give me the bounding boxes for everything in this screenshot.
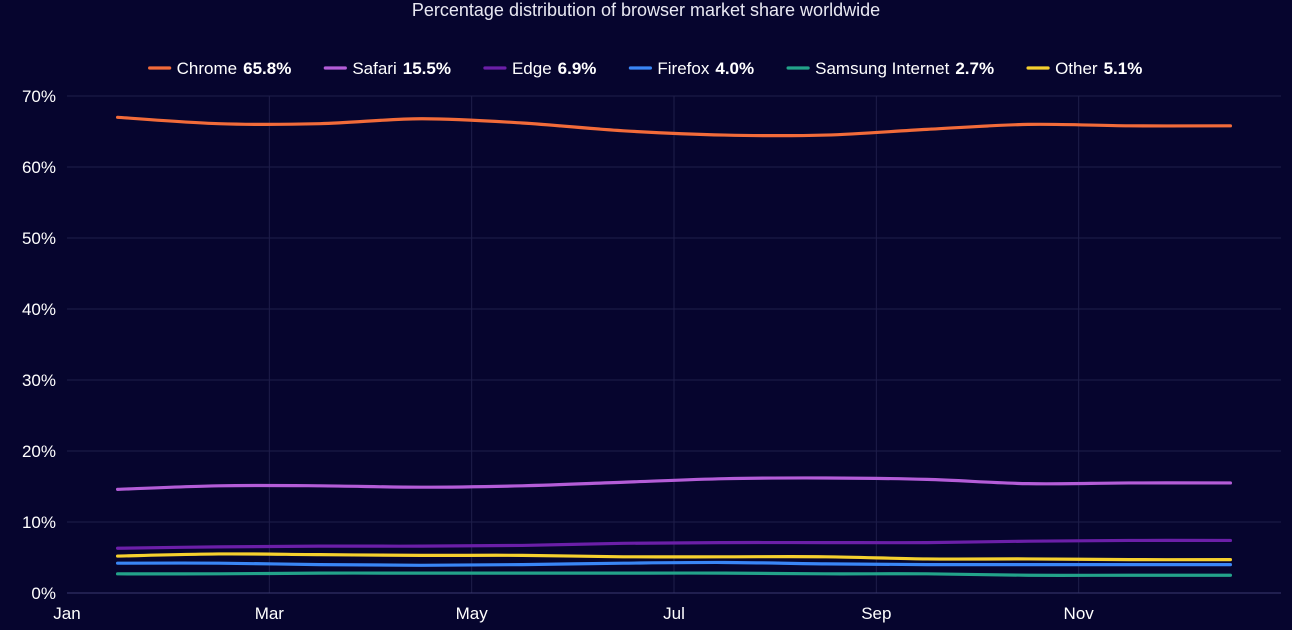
series-line-samsung-internet <box>115 571 1233 577</box>
y-tick-label: 30% <box>22 371 56 390</box>
legend-label: Other <box>1055 59 1098 78</box>
legend-label: Safari <box>352 59 396 78</box>
series-line-chrome <box>115 115 1233 138</box>
y-tick-label: 50% <box>22 229 56 248</box>
legend-value: 2.7% <box>955 59 994 78</box>
y-tick-label: 60% <box>22 158 56 177</box>
y-tick-label: 70% <box>22 87 56 106</box>
legend-value: 4.0% <box>715 59 754 78</box>
grid <box>67 95 1281 593</box>
x-tick-label: Sep <box>861 604 891 623</box>
legend-item-samsung-internet[interactable]: Samsung Internet 2.7% <box>786 59 994 78</box>
legend-item-chrome[interactable]: Chrome 65.8% <box>148 59 292 78</box>
legend-label: Edge <box>512 59 552 78</box>
legend-label: Firefox <box>657 59 709 78</box>
series-line-safari <box>115 476 1233 491</box>
legend-label: Samsung Internet <box>815 59 949 78</box>
legend-item-safari[interactable]: Safari 15.5% <box>323 59 451 78</box>
y-tick-label: 40% <box>22 300 56 319</box>
legend-label: Chrome <box>177 59 237 78</box>
series-line-other <box>115 552 1233 562</box>
legend-item-edge[interactable]: Edge 6.9% <box>483 59 597 78</box>
series-line-edge <box>115 538 1233 550</box>
x-tick-label: Mar <box>255 604 285 623</box>
legend-value: 15.5% <box>403 59 451 78</box>
legend-value: 6.9% <box>558 59 597 78</box>
chart-title: Percentage distribution of browser marke… <box>412 0 880 20</box>
x-tick-label: Jan <box>53 604 80 623</box>
legend-item-firefox[interactable]: Firefox 4.0% <box>628 59 754 78</box>
legend-item-other[interactable]: Other 5.1% <box>1026 59 1143 78</box>
legend: Chrome 65.8% Safari 15.5% Edge 6.9% Firefox 4.0… <box>148 59 1143 78</box>
x-tick-label: Nov <box>1064 604 1095 623</box>
y-tick-label: 0% <box>31 584 56 603</box>
series-lines <box>115 115 1233 577</box>
axes: 0% 10% 20% 30% 40% 50% 60% 70% Jan Mar May Jul Sep No… <box>22 87 1281 623</box>
legend-value: 5.1% <box>1104 59 1143 78</box>
x-tick-label: Jul <box>663 604 685 623</box>
x-tick-label: May <box>456 604 489 623</box>
y-tick-label: 20% <box>22 442 56 461</box>
series-line-firefox <box>115 560 1233 567</box>
legend-value: 65.8% <box>243 59 291 78</box>
y-tick-label: 10% <box>22 513 56 532</box>
